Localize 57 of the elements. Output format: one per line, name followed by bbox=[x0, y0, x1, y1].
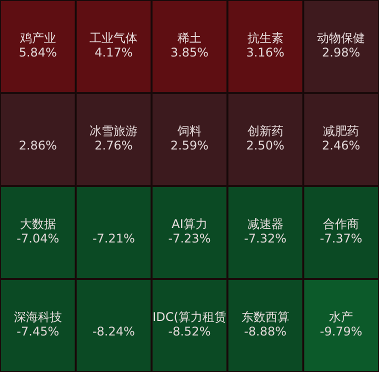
data-label: 3.85% bbox=[170, 46, 209, 60]
data-label: -7.37% bbox=[320, 232, 362, 246]
cell: 2.86% bbox=[0, 93, 76, 186]
category-label: 水产 bbox=[329, 310, 354, 324]
cell: 抗生素 3.16% bbox=[227, 0, 304, 93]
cell: 东数西算 -8.88% bbox=[227, 279, 304, 372]
data-label: 5.84% bbox=[18, 46, 57, 60]
category-label: 冰雪旅游 bbox=[90, 124, 138, 138]
cell: -7.21% bbox=[76, 186, 152, 279]
data-label: -8.24% bbox=[92, 324, 135, 339]
data-label: 2.86% bbox=[18, 138, 57, 153]
cell: -8.24% bbox=[76, 279, 152, 372]
data-label: 2.98% bbox=[322, 46, 360, 60]
cell: 减肥药 2.46% bbox=[303, 93, 379, 186]
category-label: 大数据 bbox=[20, 216, 56, 231]
data-label: 2.59% bbox=[170, 138, 209, 153]
category-label: 合作商 bbox=[323, 216, 360, 231]
data-label: -7.32% bbox=[244, 232, 287, 246]
category-label: 工业气体 bbox=[90, 30, 138, 45]
cell: 鸡产业 5.84% bbox=[0, 0, 76, 93]
cell: 深海科技 -7.45% bbox=[0, 279, 76, 372]
data-label: -8.88% bbox=[244, 324, 287, 339]
category-label: 减速器 bbox=[247, 216, 284, 231]
data-label: 3.16% bbox=[246, 46, 284, 60]
data-label: -7.21% bbox=[92, 232, 135, 246]
category-label: 动物保健 bbox=[317, 30, 366, 45]
category-label: 东数西算 bbox=[241, 310, 290, 324]
cell: 工业气体 4.17% bbox=[76, 0, 152, 93]
category-label: 鸡产业 bbox=[18, 30, 56, 45]
data-label: 2.76% bbox=[94, 138, 133, 153]
category-label: 抗生素 bbox=[247, 30, 284, 45]
data-label: -9.79% bbox=[320, 324, 362, 339]
cell: 合作商 -7.37% bbox=[303, 186, 379, 279]
data-label: 4.17% bbox=[94, 46, 133, 60]
category-label: 深海科技 bbox=[14, 310, 62, 324]
data-label: 2.46% bbox=[322, 138, 360, 153]
data-label: -7.23% bbox=[168, 232, 211, 246]
category-label: 稀土 bbox=[178, 30, 202, 45]
cell: 饲料 2.59% bbox=[152, 93, 228, 186]
cell: 大数据 -7.04% bbox=[0, 186, 76, 279]
cell: 稀土 3.85% bbox=[152, 0, 228, 93]
category-label: 创新药 bbox=[247, 124, 284, 138]
cell: 动物保健 2.98% bbox=[303, 0, 379, 93]
cell: 减速器 -7.32% bbox=[227, 186, 304, 279]
cell: AI算力 -7.23% bbox=[152, 186, 228, 279]
category-label: 饲料 bbox=[176, 124, 202, 138]
category-label: IDC(算力租赁 bbox=[152, 310, 226, 324]
category-label: AI算力 bbox=[172, 216, 208, 231]
data-label: 2.50% bbox=[246, 138, 284, 153]
data-label: -8.52% bbox=[168, 324, 211, 339]
cell: 水产 -9.79% bbox=[303, 279, 379, 372]
cell: 冰雪旅游 2.76% bbox=[76, 93, 152, 186]
category-label: 减肥药 bbox=[323, 124, 360, 138]
cell: 创新药 2.50% bbox=[227, 93, 304, 186]
data-label: -7.45% bbox=[16, 324, 60, 339]
data-label: -7.04% bbox=[16, 232, 60, 246]
cell: IDC(算力租赁 -8.52% bbox=[152, 279, 228, 372]
